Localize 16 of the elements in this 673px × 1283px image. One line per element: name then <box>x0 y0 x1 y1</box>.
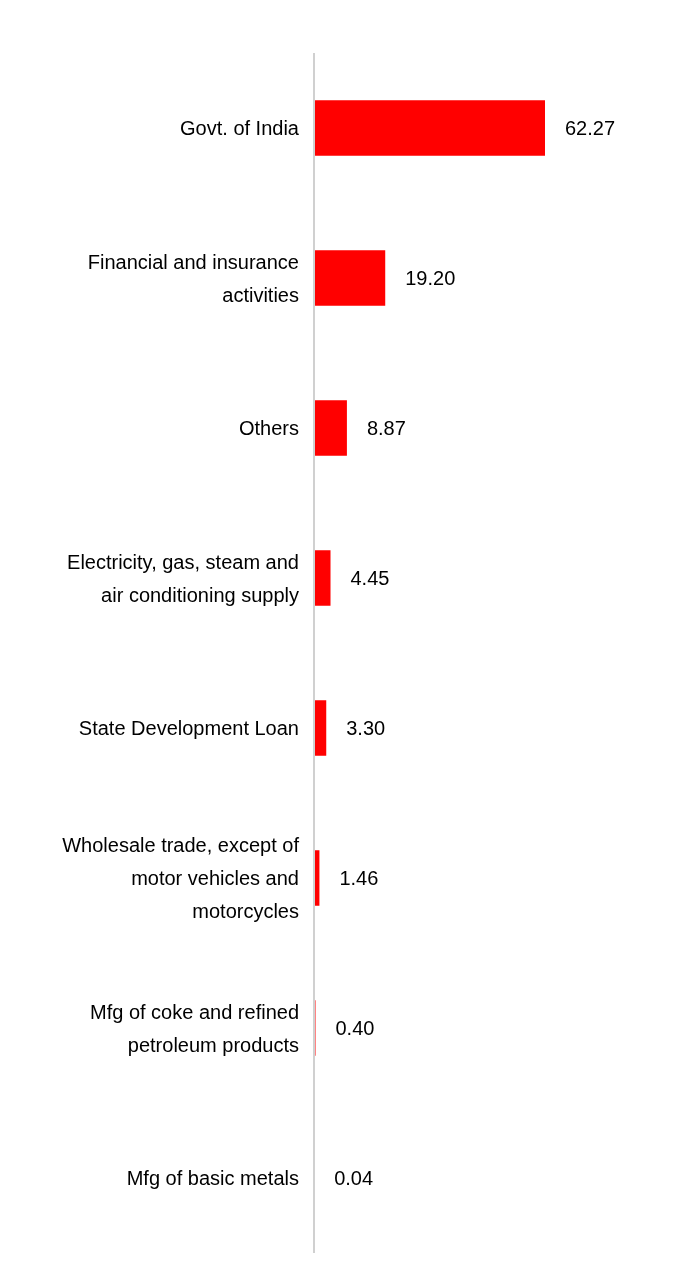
data-label: 3.30 <box>346 717 386 739</box>
y-tick-label: Govt. of India <box>180 117 300 139</box>
data-label: 19.20 <box>405 267 456 289</box>
y-tick-label: Electricity, gas, steam and air conditioning supply <box>67 550 299 606</box>
y-tick-label: Mfg of coke and refined petroleum products <box>89 1000 299 1056</box>
data-label: 0.04 <box>334 1167 374 1189</box>
data-label: 4.45 <box>350 567 390 589</box>
data-label: 1.46 <box>339 867 379 889</box>
y-tick-label: Mfg of basic metals <box>126 1167 299 1189</box>
data-label: 8.87 <box>366 417 406 439</box>
data-label: 0.40 <box>335 1017 375 1039</box>
y-tick-label: Others <box>238 417 299 439</box>
y-tick-label: State Development Loan <box>78 717 299 739</box>
y-tick-label: Wholesale trade, except of motor vehicles and motorcycles <box>62 834 300 922</box>
y-tick-label: Financial and insurance activities <box>87 250 299 306</box>
data-label: 62.27 <box>565 117 616 139</box>
